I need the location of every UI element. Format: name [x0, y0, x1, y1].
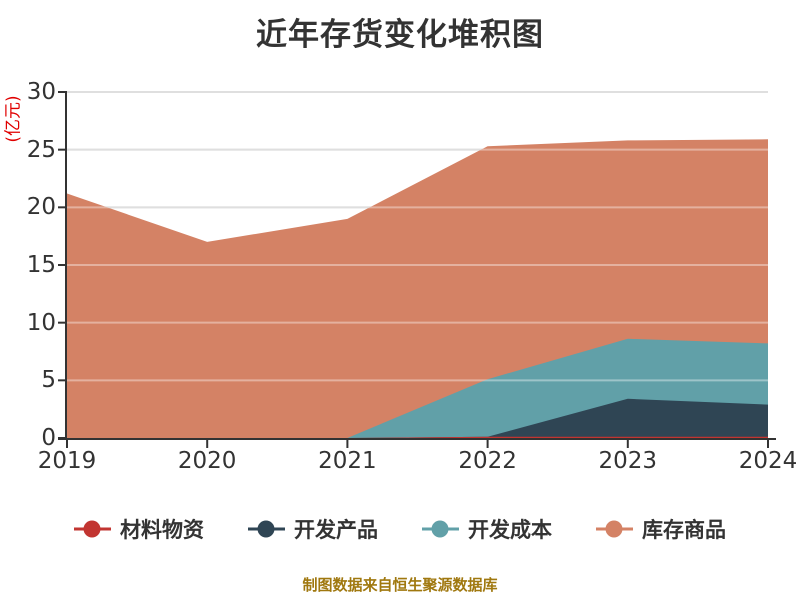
legend-line-circle-icon — [74, 520, 111, 538]
data-source-note: 制图数据来自恒生聚源数据库 — [302, 576, 498, 594]
legend-item[interactable]: 开发产品 — [248, 514, 378, 544]
legend-label: 库存商品 — [642, 518, 726, 542]
legend-line-circle-icon — [248, 520, 285, 538]
x-axis-tick-label: 2020 — [177, 448, 237, 474]
y-axis-tick-label: 25 — [26, 136, 56, 163]
legend-line-circle-icon — [596, 520, 633, 538]
legend-label: 开发产品 — [294, 518, 378, 542]
x-axis-tick-label: 2022 — [458, 448, 517, 474]
legend-item[interactable]: 库存商品 — [596, 514, 726, 544]
y-axis-tick-label: 15 — [26, 252, 56, 278]
y-axis-tick-label: 30 — [26, 79, 56, 105]
x-axis-tick-label: 2024 — [738, 448, 798, 474]
y-axis-tick-label: 0 — [41, 425, 56, 451]
legend-item[interactable]: 材料物资 — [74, 514, 204, 544]
x-axis-tick-label: 2023 — [598, 448, 658, 474]
legend-label: 开发成本 — [468, 518, 552, 542]
y-axis-tick-label: 10 — [26, 309, 56, 336]
y-axis-tick-label: 5 — [41, 367, 56, 394]
x-axis-tick-label: 2021 — [318, 448, 377, 474]
legend-label: 材料物资 — [120, 518, 204, 542]
area-series-1 — [67, 436, 768, 438]
legend-line-circle-icon — [422, 520, 459, 538]
chart-title: 近年存货变化堆积图 — [256, 17, 544, 53]
legend: 材料物资 开发产品 开发成本 库存商品 — [0, 514, 800, 544]
x-axis-tick-label: 2019 — [37, 448, 97, 474]
y-axis-tick-label: 20 — [26, 194, 56, 221]
legend-item[interactable]: 开发成本 — [422, 514, 552, 544]
area-series-2 — [67, 398, 768, 438]
